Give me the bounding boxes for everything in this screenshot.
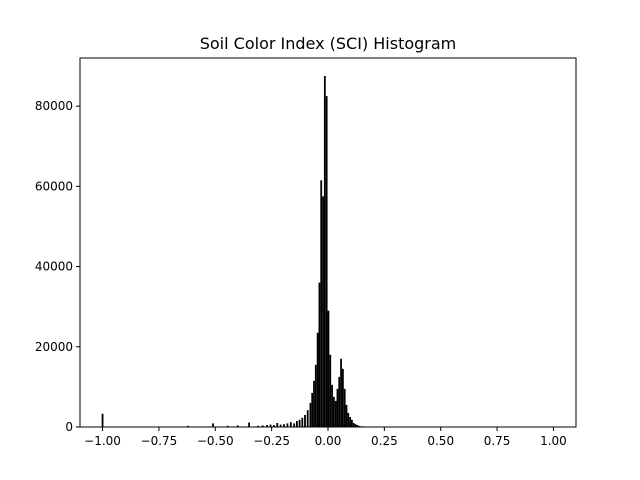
y-tick-label: 80000 [35,99,73,113]
chart-title: Soil Color Index (SCI) Histogram [200,34,457,53]
histogram-bar [236,425,239,427]
histogram-bar [187,425,190,427]
y-tick-label: 0 [65,420,73,434]
histogram-bar [212,423,214,427]
histogram-bar [279,424,282,427]
y-axis: 0 20000 40000 60000 80000 [35,99,80,434]
histogram-bar [301,417,304,427]
histogram-bar [354,424,357,427]
histogram-bar [347,412,350,427]
histogram-bar [316,332,319,427]
histogram-bar [329,354,332,427]
histogram-bar [313,380,315,428]
histogram-bar [261,425,264,427]
y-tick-label: 20000 [35,340,73,354]
histogram-bar [343,388,346,427]
histogram-bar [289,422,292,427]
histogram-bar [349,416,351,427]
plot-frame [79,57,577,428]
histogram-bar [304,414,306,427]
histogram-bar [269,424,272,427]
histogram-bar [351,419,353,427]
histogram-bar [298,419,301,427]
histogram-bar [334,400,337,427]
histogram-bar [311,392,314,427]
histogram-bar [332,396,335,427]
histogram-bar [341,368,344,427]
histogram-bar [293,423,296,427]
histogram-bar [295,420,298,427]
histogram-bar [345,404,348,427]
histogram-bar [358,425,361,427]
histogram-bar [276,422,279,427]
x-tick-label: −0.75 [141,434,178,448]
x-tick-label: 0.50 [427,434,454,448]
histogram-bar [336,388,339,427]
histogram-bar [356,424,359,427]
histogram-bar [257,425,260,427]
histogram-bar [306,410,309,427]
histogram-bar [338,376,341,427]
x-tick-label: 1.00 [540,434,567,448]
x-tick-label: 0.25 [371,434,398,448]
histogram-bar [325,96,328,427]
histogram-bar [352,422,355,427]
histogram-bar [314,364,317,427]
histogram-bar [226,425,229,427]
histogram-bar [340,358,342,427]
x-tick-label: −0.50 [197,434,234,448]
y-tick-label: 40000 [35,260,73,274]
histogram-bar [101,413,104,427]
histogram-bar [318,282,321,427]
histogram-bar [266,424,269,427]
histogram-bar [248,422,250,427]
histogram-bar [322,196,324,428]
histogram-bar [327,310,330,427]
x-tick-label: 0.75 [484,434,511,448]
y-tick-label: 60000 [35,179,73,193]
histogram-bars [101,76,369,428]
x-tick-label: 0.00 [315,434,342,448]
histogram-bar [323,76,326,428]
histogram-bar [309,402,312,427]
histogram-bar [320,180,323,427]
histogram-bar [272,424,275,427]
histogram-bar [283,424,285,427]
histogram-bar [286,423,289,427]
x-axis: −1.00 −0.75 −0.50 −0.25 0.00 0.25 0.50 0.75 1.00 [84,427,567,448]
x-tick-label: −1.00 [84,434,121,448]
histogram-bar [331,384,333,427]
x-tick-label: −0.25 [253,434,290,448]
